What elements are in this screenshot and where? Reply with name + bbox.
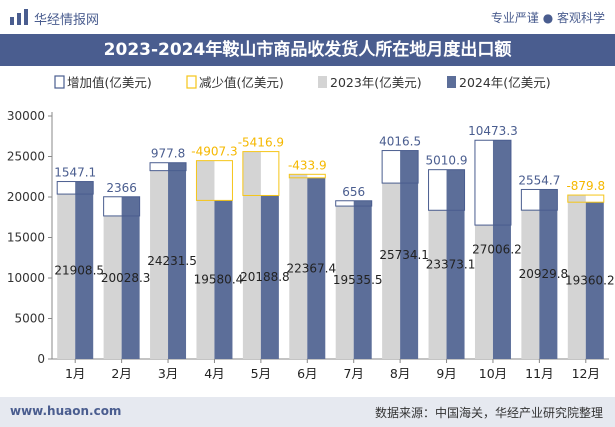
- bar-2024: [539, 189, 558, 359]
- bar-2023: [289, 174, 308, 359]
- decrease-box: [195, 160, 233, 201]
- x-tick-label: 8月: [390, 366, 410, 381]
- chart: 增加值(亿美元) 减少值(亿美元) 2023年(亿美元) 2024年(亿美元) 0 500…: [7, 75, 615, 381]
- value-label-2024: 21908.5: [54, 263, 104, 277]
- bar-2023: [567, 195, 586, 359]
- increase-box: [428, 169, 466, 211]
- bar-2023: [150, 170, 169, 359]
- difference-label: 4016.5: [379, 135, 421, 149]
- difference-label: -4907.3: [191, 145, 237, 159]
- increase-box: [103, 196, 141, 217]
- legend-label-4: 2024年(亿美元): [459, 75, 551, 90]
- bar-2023: [335, 206, 354, 359]
- increase-box: [381, 150, 419, 184]
- tagline: 专业严谨 ● 客观科学: [490, 11, 605, 25]
- bar-2023: [103, 215, 122, 359]
- increase-box: [335, 200, 373, 207]
- bar-2023: [521, 210, 540, 359]
- difference-label: 977.8: [151, 147, 185, 161]
- difference-label: -433.9: [288, 158, 327, 172]
- x-tick-label: 2月: [111, 366, 131, 381]
- x-tick-label: 1月: [65, 366, 85, 381]
- bar-2023: [382, 183, 401, 359]
- legend-swatch-3: [318, 76, 327, 88]
- x-tick-label: 10月: [479, 366, 507, 381]
- difference-label: 2554.7: [518, 173, 560, 187]
- y-tick-label: 0: [37, 352, 45, 366]
- value-label-2024: 19580.4: [194, 273, 244, 287]
- website-link[interactable]: www.huaon.com: [10, 404, 122, 418]
- difference-label: 656: [342, 185, 365, 199]
- value-label-2024: 19535.5: [333, 273, 383, 287]
- difference-label: 2366: [106, 181, 137, 195]
- value-label-2024: 20028.3: [101, 271, 151, 285]
- bar-2023: [57, 194, 76, 359]
- bar-2024: [492, 140, 511, 359]
- x-tick-label: 3月: [158, 366, 178, 381]
- bar-2024: [260, 195, 279, 359]
- y-tick-label: 30000: [7, 109, 45, 123]
- bar-2024: [353, 200, 372, 359]
- x-tick-label: 4月: [204, 366, 224, 381]
- x-tick-label: 9月: [436, 366, 456, 381]
- y-tick-label: 15000: [7, 231, 45, 245]
- x-tick-label: 11月: [525, 366, 553, 381]
- increase-box: [149, 162, 187, 172]
- legend-label-2: 减少值(亿美元): [199, 75, 284, 90]
- increase-box: [520, 188, 558, 211]
- x-tick-label: 6月: [297, 366, 317, 381]
- brand-name: 华经情报网: [34, 13, 100, 28]
- value-label-2024: 20188.8: [240, 270, 290, 284]
- logo-icon: [10, 9, 28, 25]
- difference-label: 10473.3: [468, 124, 518, 138]
- top-bar: 华经情报网 专业严谨 ● 客观科学: [0, 0, 615, 34]
- decrease-box: [242, 151, 280, 196]
- x-tick-label: 12月: [572, 366, 600, 381]
- bar-2024: [75, 181, 94, 359]
- value-label-2024: 24231.5: [147, 254, 197, 268]
- bar-2023: [196, 160, 215, 359]
- bar-2023: [242, 151, 261, 359]
- bar-2024: [121, 196, 140, 359]
- bar-2024: [168, 162, 187, 359]
- value-label-2024: 23373.1: [426, 257, 476, 271]
- bar-2023: [474, 225, 493, 359]
- bar-2023: [428, 210, 447, 359]
- increase-box: [56, 181, 94, 195]
- y-tick-label: 5000: [14, 312, 45, 326]
- decrease-box: [288, 173, 326, 179]
- difference-label: -5416.9: [238, 136, 284, 150]
- difference-label: 5010.9: [426, 154, 468, 168]
- legend-swatch-2: [186, 75, 197, 89]
- y-tick-label: 25000: [7, 150, 45, 164]
- bar-2024: [400, 150, 419, 359]
- x-tick-label: 7月: [343, 366, 363, 381]
- bar-2024: [585, 202, 604, 359]
- value-label-2024: 22367.4: [286, 261, 336, 275]
- legend-label-3: 2023年(亿美元): [330, 75, 422, 90]
- increase-box: [474, 139, 512, 226]
- legend-swatch-1: [54, 75, 65, 89]
- chart-title: 2023-2024年鞍山市商品收发货人所在地月度出口额: [0, 34, 615, 66]
- value-label-2024: 27006.2: [472, 243, 522, 257]
- data-source: 数据来源：中国海关，华经产业研究院整理: [374, 406, 603, 420]
- value-label-2024: 25734.1: [379, 248, 429, 262]
- bar-2024: [446, 169, 465, 359]
- bar-2024: [214, 200, 233, 359]
- decrease-box: [567, 194, 605, 203]
- difference-label: 1547.1: [54, 166, 96, 180]
- difference-label: -879.8: [566, 179, 605, 193]
- footer: www.huaon.com 数据来源：中国海关，华经产业研究院整理: [0, 397, 615, 427]
- x-tick-label: 5月: [251, 366, 271, 381]
- value-label-2024: 20929.8: [519, 267, 569, 281]
- value-label-2024: 19360.2: [565, 274, 615, 288]
- y-tick-label: 10000: [7, 271, 45, 285]
- bar-2024: [307, 177, 326, 359]
- legend-swatch-4: [447, 76, 456, 88]
- legend-label-1: 增加值(亿美元): [67, 75, 152, 90]
- y-tick-label: 20000: [7, 190, 45, 204]
